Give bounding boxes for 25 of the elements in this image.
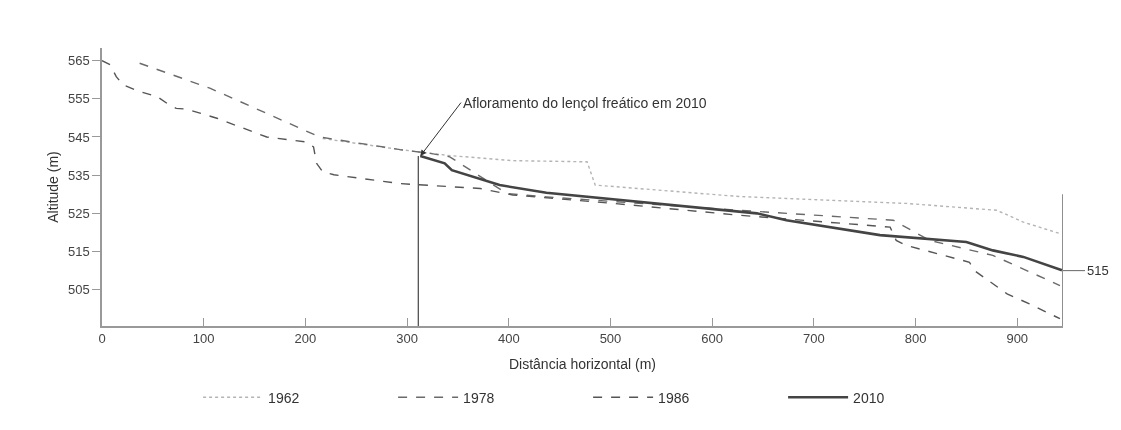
- x-tick-label: 500: [599, 331, 622, 347]
- y-tick-label: 525: [67, 205, 90, 221]
- x-tick-label: 400: [497, 331, 520, 347]
- annotation: Afloramento do lençol freático em 2010: [463, 95, 707, 111]
- y-tick-label: 515: [67, 244, 90, 260]
- x-tick-label: 600: [701, 331, 724, 347]
- x-tick-label: 100: [192, 331, 215, 347]
- y-tick-label: 565: [67, 53, 90, 69]
- y-tick-label: 555: [67, 91, 90, 107]
- x-axis-title: Distância horizontal (m): [508, 356, 657, 373]
- y-tick-label: 505: [67, 282, 90, 298]
- x-tick-label: 300: [396, 331, 418, 347]
- legend-label: 1986: [658, 389, 690, 406]
- x-tick-label: 0: [98, 331, 106, 347]
- annotation: 515: [1087, 263, 1109, 278]
- y-tick-label: 535: [67, 167, 90, 183]
- legend-label: 1962: [268, 389, 300, 406]
- x-tick-label: 800: [904, 331, 927, 347]
- x-tick-label: 700: [803, 331, 825, 347]
- y-tick-label: 545: [67, 129, 90, 145]
- legend-label: 2010: [853, 389, 885, 406]
- x-tick-label: 200: [294, 331, 317, 347]
- y-axis-title: Altitude (m): [45, 151, 62, 223]
- x-tick-label: 900: [1006, 331, 1029, 347]
- legend-label: 1978: [463, 389, 495, 406]
